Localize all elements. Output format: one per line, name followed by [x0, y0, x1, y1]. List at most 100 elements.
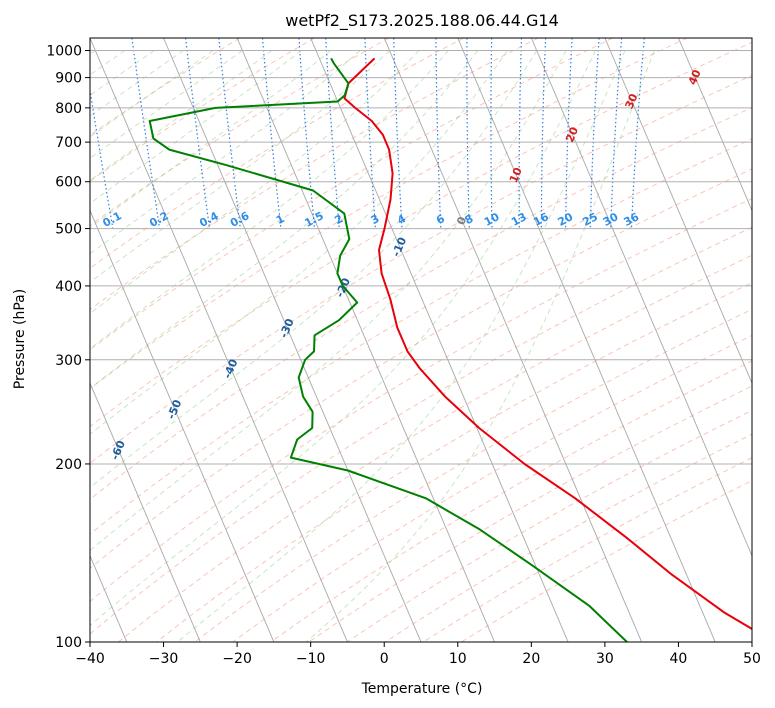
x-axis-title: Temperature (°C)	[361, 681, 483, 697]
moist-adiabat	[90, 50, 331, 229]
axes: −40 −30 −20 −10 0 10 20 30 40 5010020030040050060…	[46, 37, 761, 667]
x-tick-label: 20	[522, 651, 540, 667]
dry-adiabat	[384, 433, 752, 642]
mixing-ratio-label: 16	[531, 210, 551, 229]
mixing-ratio-line	[610, 38, 623, 229]
dry-adiabat	[90, 38, 241, 136]
isotherm-label: -50	[165, 398, 185, 422]
y-tick-label: 600	[55, 175, 82, 191]
chart-title: wetPf2_S173.2025.188.06.44.G14	[285, 11, 559, 31]
mixing-ratio-label: 30	[601, 210, 621, 229]
x-tick-label: −20	[222, 651, 252, 667]
moist-adiabat	[90, 50, 449, 350]
x-tick-label: −30	[149, 651, 179, 667]
mixing-ratio-line	[589, 38, 600, 229]
mixing-ratio-line	[518, 38, 523, 229]
isotherm-label: -80	[0, 519, 16, 543]
x-tick-label: 10	[449, 651, 467, 667]
moist-adiabat	[90, 50, 273, 181]
mixing-ratio-label: 25	[580, 210, 600, 229]
isotherm-line	[90, 209, 275, 642]
isotherm-line	[530, 38, 752, 557]
moist-adiabat	[90, 50, 390, 283]
isotherm-line	[604, 38, 752, 385]
isotherm-label: -70	[52, 479, 72, 503]
plot-frame	[89, 37, 753, 643]
dry-adiabat	[90, 138, 752, 535]
plot-area: -100-90-80-70-60-50-40-30-20-10010203040…	[0, 38, 752, 642]
moist-adiabat	[90, 50, 567, 552]
y-tick-label: 300	[55, 353, 82, 369]
isotherm-line	[457, 38, 716, 642]
isotherm-line	[163, 38, 422, 642]
isotherm-line	[751, 38, 752, 40]
moist-adiabat	[90, 50, 420, 315]
isotherm-label: -10	[390, 235, 410, 259]
mixing-ratio-line	[466, 38, 470, 229]
mixing-ratio-label: 0.1	[101, 209, 124, 230]
mixing-ratio-line	[261, 38, 282, 229]
mixing-ratio-line	[298, 38, 316, 229]
moist-adiabat	[90, 50, 214, 138]
mixing-ratio-line	[90, 86, 114, 229]
mixing-ratio-label: 20	[556, 210, 576, 229]
moist-adiabat	[90, 50, 596, 627]
dry-adiabat	[90, 38, 315, 182]
isotherm-label: -40	[221, 357, 241, 381]
dewpoint-profile-line	[148, 57, 628, 642]
isotherm-line	[90, 381, 201, 642]
mixing-ratio-label: 4	[395, 212, 408, 227]
dry-adiabat	[90, 226, 752, 635]
isotherm-label: -60	[108, 438, 128, 462]
isotherm-line	[310, 38, 569, 642]
mixing-ratio-label: 36	[622, 210, 642, 229]
x-tick-label: 0	[380, 651, 389, 667]
isotherm-line	[383, 38, 643, 642]
y-tick-label: 400	[55, 279, 82, 295]
moist-adiabat	[90, 50, 538, 489]
isotherm-line	[678, 38, 752, 212]
x-tick-label: 50	[743, 651, 761, 667]
dry-adiabat	[270, 360, 752, 642]
x-tick-label: −10	[296, 651, 326, 667]
x-tick-label: 40	[670, 651, 688, 667]
mixing-ratio-label: 13	[509, 210, 529, 229]
moist-adiabat	[90, 50, 155, 96]
moist-adiabat	[90, 50, 184, 117]
dry-adiabat	[90, 74, 752, 464]
moist-adiabat	[90, 50, 243, 159]
y-tick-label: 100	[55, 635, 82, 651]
isotherm-label: 10	[507, 165, 525, 184]
isotherm-label: 30	[623, 91, 641, 110]
moist-adiabat	[90, 50, 508, 435]
mixing-ratio-line	[185, 38, 211, 229]
mixing-ratio-line	[393, 38, 403, 229]
temperature-profile-line	[343, 57, 752, 631]
dry-adiabat	[90, 41, 752, 428]
y-tick-label: 1000	[46, 44, 82, 60]
mixing-ratio-label: 1.5	[302, 209, 325, 230]
mixing-ratio-label: 0.4	[197, 209, 221, 230]
y-tick-label: 900	[55, 71, 82, 87]
dry-adiabat	[461, 480, 752, 642]
mixing-ratio-label: 2	[332, 212, 345, 227]
dry-adiabat	[422, 457, 752, 642]
x-tick-label: 30	[596, 651, 614, 667]
y-tick-label: 800	[55, 101, 82, 117]
dry-adiabat	[90, 198, 752, 603]
dry-adiabat	[90, 38, 390, 226]
y-tick-label: 700	[55, 135, 82, 151]
mixing-ratio-label: 1	[274, 212, 287, 227]
mixing-ratio-label: 0.2	[147, 209, 170, 230]
mixing-ratio-line	[630, 38, 645, 229]
y-axis-title: Pressure (hPa)	[12, 289, 28, 389]
mixing-ratio-label: 6	[434, 212, 447, 227]
dry-adiabat	[90, 38, 464, 269]
isotherm-line	[90, 38, 348, 642]
isotherm-label: 20	[563, 125, 581, 144]
dry-adiabat	[194, 308, 752, 642]
dry-adiabat	[90, 38, 613, 351]
mixing-ratio-line	[218, 38, 241, 229]
y-tick-label: 200	[55, 457, 82, 473]
